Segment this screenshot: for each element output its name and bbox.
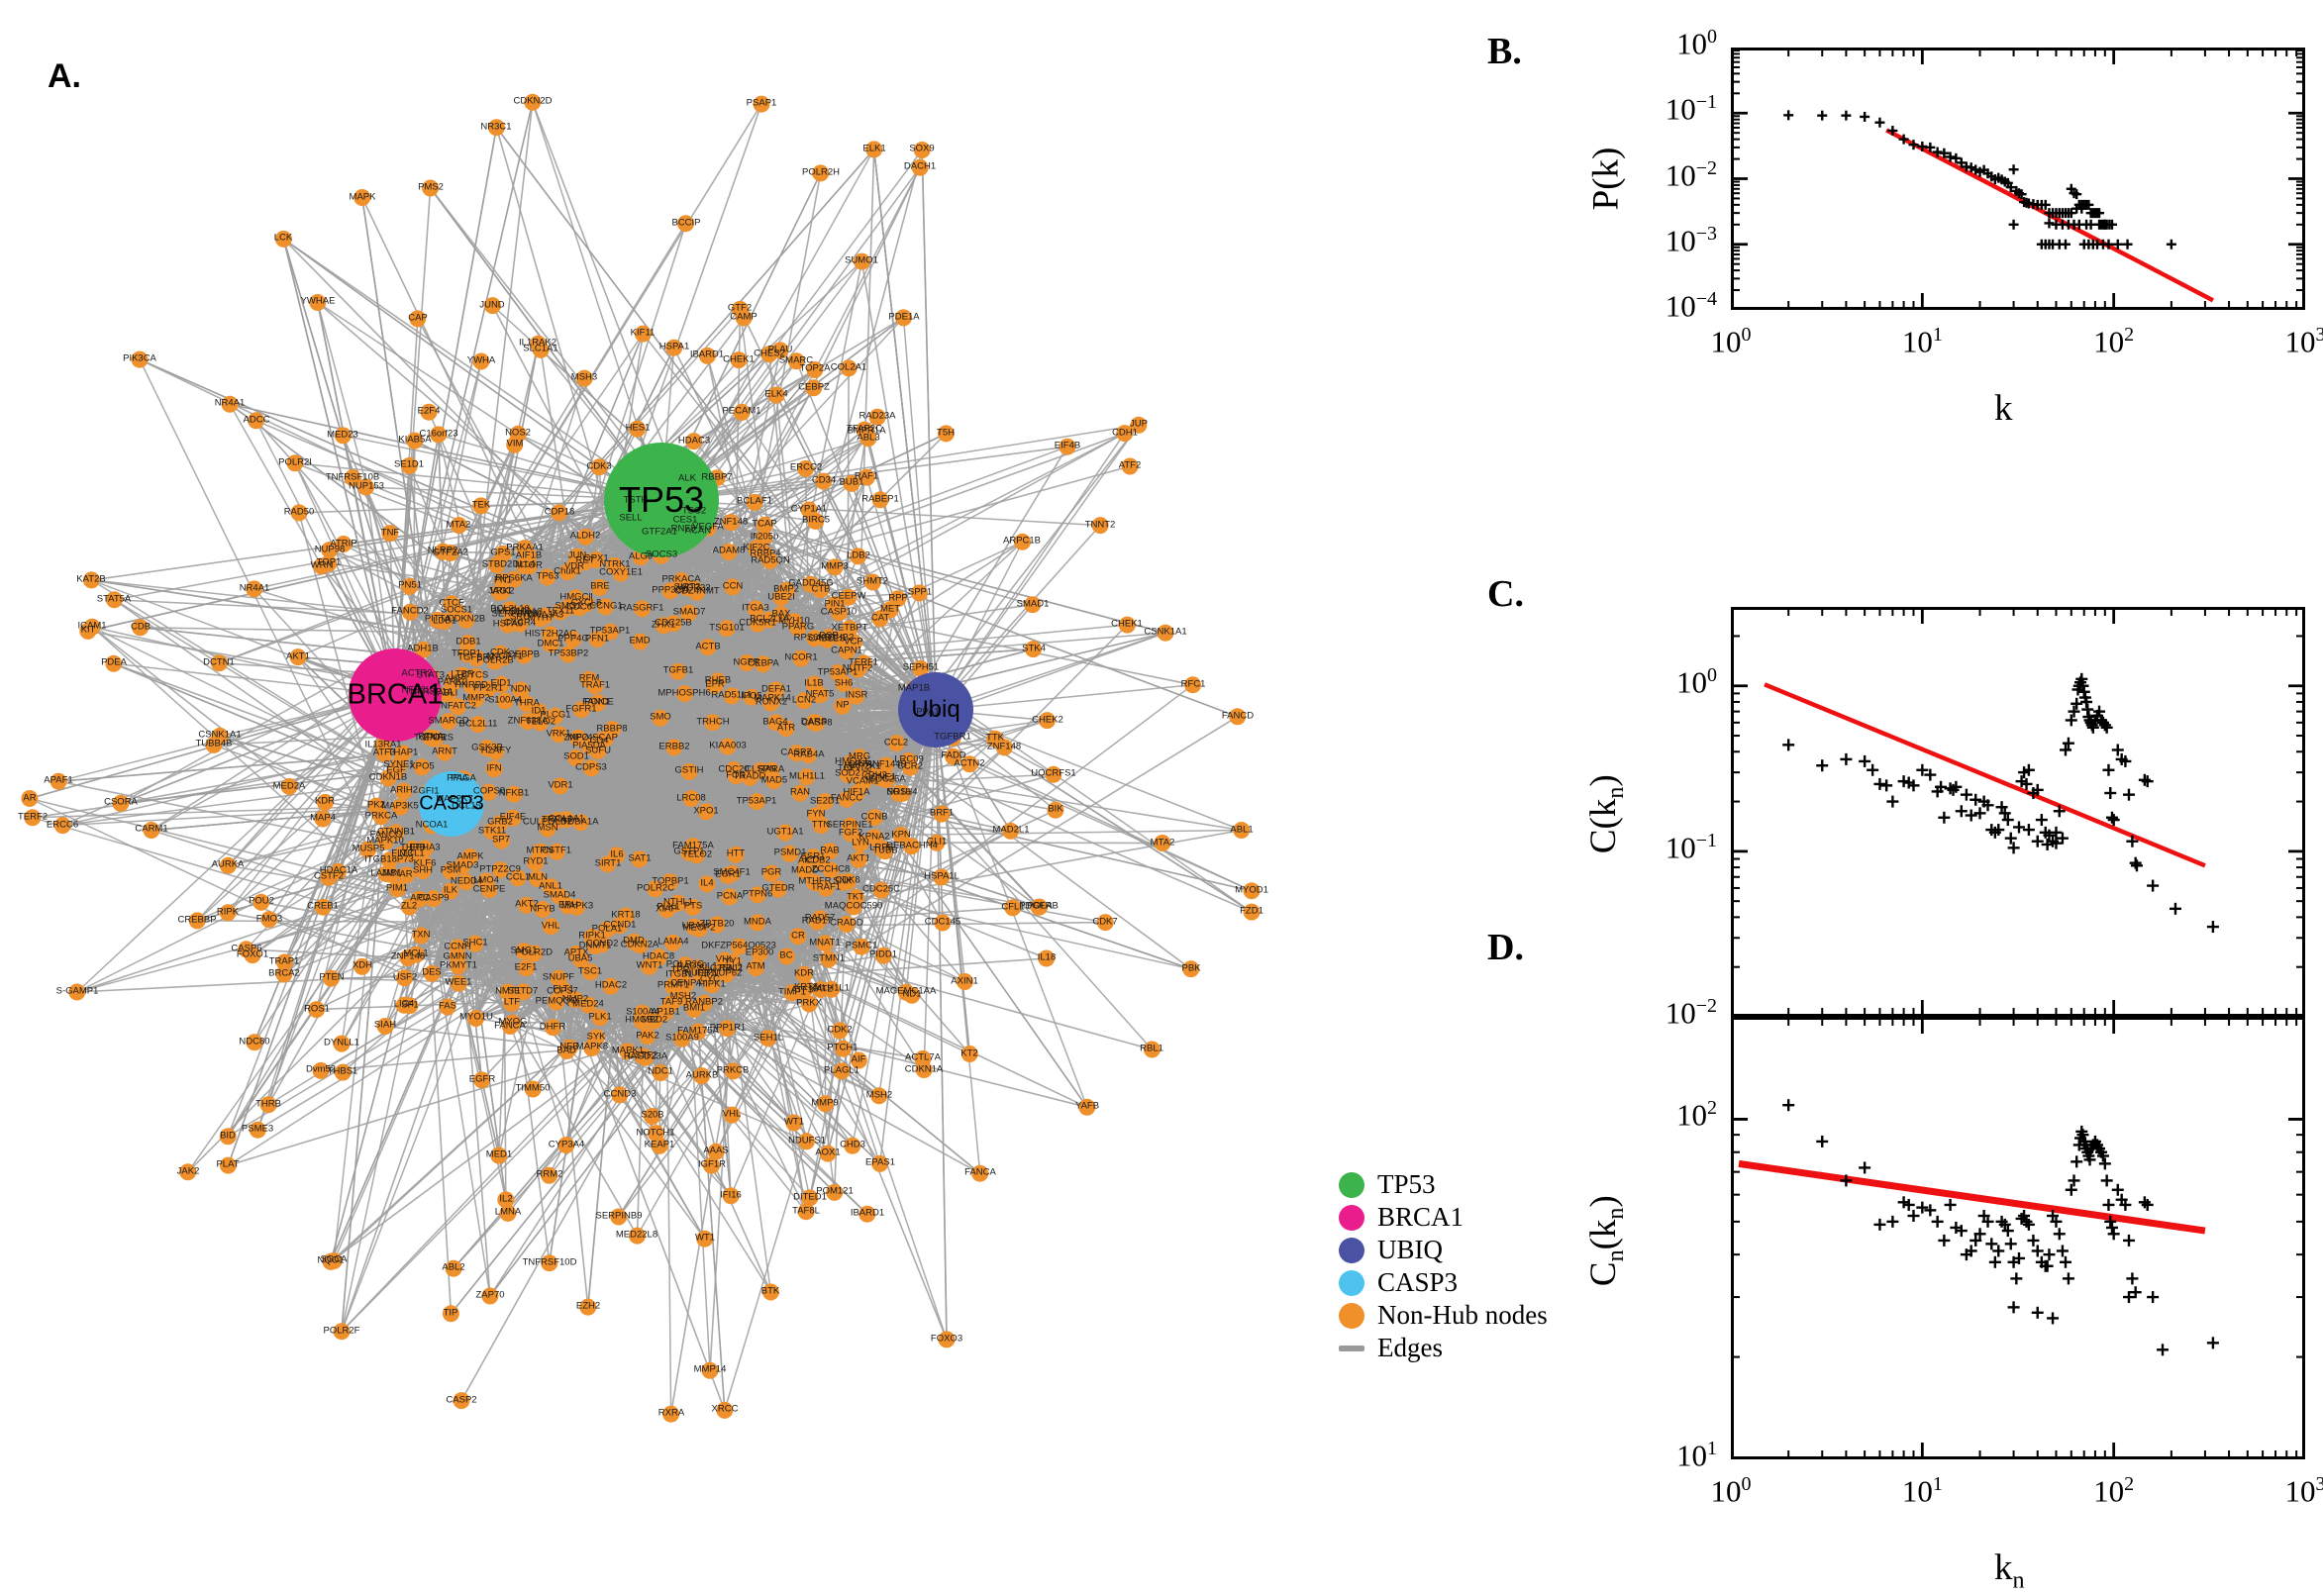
x-tick-label: 100 <box>1710 324 1752 359</box>
y-tick-label: 10−2 <box>1665 156 1717 192</box>
network-hub-label-brca1: BRCA1 <box>347 678 444 711</box>
legend-edge-swatch <box>1339 1345 1364 1351</box>
x-tick-label: 102 <box>2093 324 2135 359</box>
y-tick-label: 100 <box>1676 26 1717 61</box>
legend-label: TP53 <box>1377 1169 1436 1199</box>
y-tick-label: 101 <box>1676 1438 1717 1473</box>
legend-label: BRCA1 <box>1377 1202 1464 1232</box>
x-axis-title: k <box>1994 388 2013 429</box>
legend-item-tp53: TP53 <box>1339 1168 1548 1201</box>
network-panel: ABL3 TAF8L SIAH ALG9 MAGEMC1AA DHFR CDC145 KIAA… <box>18 93 1268 1423</box>
x-tick-label: 100 <box>1710 1473 1752 1509</box>
plot-c-clustering <box>1731 607 2305 1017</box>
legend-item-non-hub-nodes: Non-Hub nodes <box>1339 1299 1548 1332</box>
y-tick-label: 10−1 <box>1665 829 1717 865</box>
legend-color-swatch <box>1339 1171 1364 1198</box>
panel-b-label: B. <box>1487 31 1522 72</box>
x-tick-label: 101 <box>1901 324 1943 359</box>
network-hub-label-ubiq: Ubiq <box>911 696 960 723</box>
y-tick-label: 10−1 <box>1665 91 1717 127</box>
legend-color-swatch <box>1339 1204 1364 1231</box>
y-axis-title: P(k) <box>1585 147 1627 210</box>
legend-item-casp3: CASP3 <box>1339 1266 1548 1299</box>
y-tick-label: 102 <box>1676 1097 1717 1133</box>
y-axis-title: Cn(kn) <box>1582 1194 1630 1286</box>
x-tick-label: 103 <box>2284 324 2323 359</box>
y-tick-label: 10−2 <box>1665 995 1717 1031</box>
legend-color-swatch <box>1339 1237 1364 1263</box>
legend-item-ubiq: UBIQ <box>1339 1234 1548 1266</box>
legend-label: Edges <box>1377 1333 1443 1362</box>
legend-label: Non-Hub nodes <box>1377 1300 1548 1330</box>
panel-d-label: D. <box>1487 927 1524 968</box>
plot-b-points <box>1731 48 2305 310</box>
x-tick-label: 102 <box>2093 1473 2135 1509</box>
network-hub-label-tp53: TP53 <box>618 479 705 520</box>
network-hub-label-casp3: CASP3 <box>419 792 484 815</box>
y-tick-label: 10−3 <box>1665 222 1717 258</box>
y-tick-label: 100 <box>1676 663 1717 700</box>
plot-d-points <box>1731 1017 2305 1459</box>
panel-a-label: A. <box>48 57 81 95</box>
x-axis-title: kn <box>1994 1547 2025 1594</box>
plot-c-points <box>1731 607 2305 1017</box>
plot-b-degree-distribution <box>1731 48 2305 310</box>
fit-line <box>1738 1159 2206 1235</box>
fit-line <box>1764 682 2206 868</box>
legend-item-edges: Edges <box>1339 1332 1548 1364</box>
legend-item-brca1: BRCA1 <box>1339 1201 1548 1234</box>
panel-c-label: C. <box>1487 573 1524 615</box>
legend-color-swatch <box>1339 1302 1364 1329</box>
plot-d-neighbor-connectivity <box>1731 1017 2305 1459</box>
network-graph <box>21 93 1261 1423</box>
y-axis-title: C(kn) <box>1582 774 1630 854</box>
legend: TP53 BRCA1 UBIQ CASP3 Non-Hub nodes Edges <box>1339 1168 1548 1364</box>
legend-label: UBIQ <box>1377 1235 1443 1264</box>
x-tick-label: 101 <box>1901 1473 1943 1509</box>
y-tick-label: 10−4 <box>1665 288 1717 324</box>
x-tick-label: 103 <box>2284 1473 2323 1509</box>
legend-color-swatch <box>1339 1269 1364 1296</box>
legend-label: CASP3 <box>1377 1267 1459 1297</box>
